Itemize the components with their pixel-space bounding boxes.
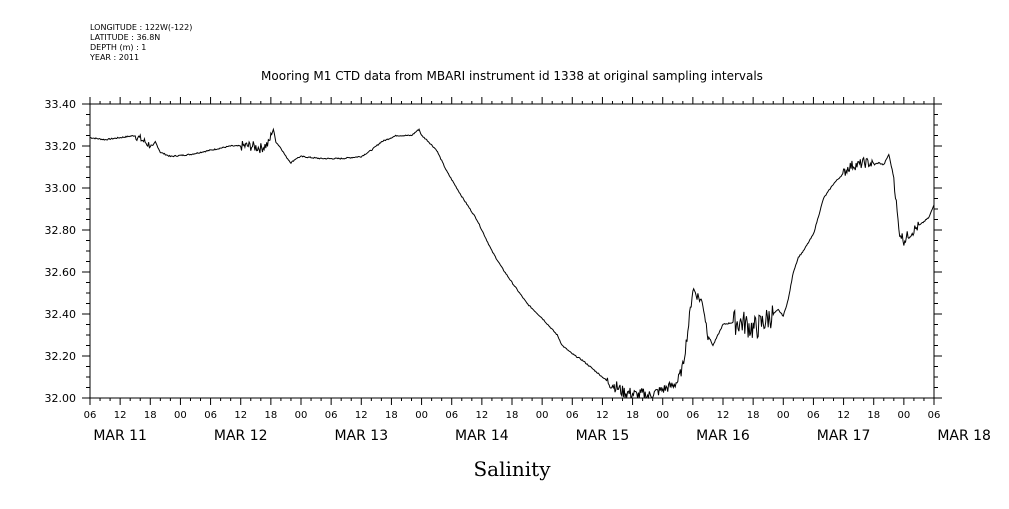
x-hour-tick-label: 18	[506, 410, 519, 421]
y-tick-label: 32.00	[45, 392, 77, 405]
x-hour-tick-label: 06	[325, 410, 338, 421]
x-hour-tick-label: 00	[415, 410, 428, 421]
x-day-label: MAR 14	[455, 428, 509, 444]
x-hour-tick-label: 06	[928, 410, 941, 421]
x-hour-tick-label: 12	[596, 410, 609, 421]
x-hour-tick-label: 06	[566, 410, 579, 421]
series-layer	[89, 127, 935, 400]
x-hour-tick-label: 00	[656, 410, 669, 421]
chart-title: Mooring M1 CTD data from MBARI instrumen…	[261, 69, 763, 83]
x-hour-tick-label: 00	[897, 410, 910, 421]
x-hour-tick-label: 18	[385, 410, 398, 421]
y-tick-label: 32.60	[45, 266, 77, 279]
x-hour-tick-label: 12	[717, 410, 730, 421]
x-hour-tick-label: 12	[355, 410, 368, 421]
year-label: YEAR : 2011	[89, 53, 139, 62]
x-hour-tick-label: 18	[867, 410, 880, 421]
x-hour-tick-label: 18	[747, 410, 760, 421]
depth-label: DEPTH (m) : 1	[90, 43, 146, 52]
y-tick-label: 33.40	[45, 98, 77, 111]
y-tick-label: 33.20	[45, 140, 77, 153]
y-tick-label: 32.80	[45, 224, 77, 237]
salinity-series-line	[89, 127, 935, 400]
x-hour-tick-label: 00	[174, 410, 187, 421]
x-day-label: MAR 18	[937, 428, 991, 444]
x-hour-tick-label: 12	[475, 410, 488, 421]
x-hour-tick-label: 00	[777, 410, 790, 421]
x-day-label: MAR 11	[93, 428, 147, 444]
x-hour-tick-label: 06	[807, 410, 820, 421]
x-day-label: MAR 13	[334, 428, 388, 444]
x-day-label: MAR 17	[817, 428, 871, 444]
x-hour-tick-label: 12	[234, 410, 247, 421]
longitude-label: LONGITUDE : 122W(-122)	[90, 23, 192, 32]
plot-frame	[89, 103, 935, 399]
x-hour-tick-label: 12	[114, 410, 127, 421]
x-day-label: MAR 16	[696, 428, 750, 444]
x-hour-tick-label: 18	[264, 410, 277, 421]
axis-layer: 32.00 32.20 32.40 32.60 32.80 33.00 33.20 33.40…	[45, 97, 991, 444]
y-tick-label: 32.20	[45, 350, 77, 363]
x-day-label: MAR 12	[214, 428, 268, 444]
station-metadata: LONGITUDE : 122W(-122) LATITUDE : 36.8N …	[89, 23, 192, 62]
x-hour-tick-label: 06	[686, 410, 699, 421]
x-axis-label: Salinity	[473, 457, 551, 481]
x-day-label: MAR 15	[576, 428, 630, 444]
x-hour-tick-label: 18	[144, 410, 157, 421]
y-tick-label: 32.40	[45, 308, 77, 321]
x-hour-tick-label: 12	[837, 410, 850, 421]
x-hour-tick-label: 00	[295, 410, 308, 421]
x-hour-tick-label: 06	[445, 410, 458, 421]
x-hour-tick-label: 06	[204, 410, 217, 421]
x-hour-tick-label: 18	[626, 410, 639, 421]
x-hour-tick-label: 00	[536, 410, 549, 421]
y-tick-label: 33.00	[45, 182, 77, 195]
latitude-label: LATITUDE : 36.8N	[90, 33, 160, 42]
x-hour-tick-label: 06	[84, 410, 97, 421]
